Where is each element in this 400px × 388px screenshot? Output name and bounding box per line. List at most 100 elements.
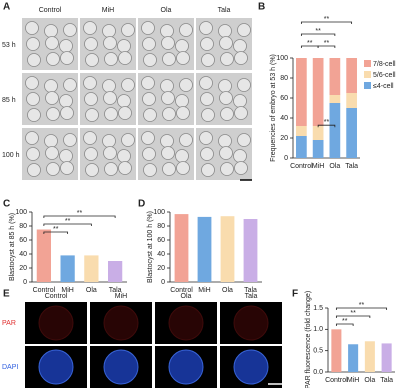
y-tick-label: 60 — [157, 237, 165, 244]
embryo — [46, 52, 60, 66]
x-tick-label: Control — [325, 377, 348, 384]
y-tick-label: 20 — [280, 135, 288, 142]
embryo — [27, 163, 41, 177]
bar-segment — [346, 108, 357, 158]
significance-bracket — [335, 323, 354, 326]
embryo — [142, 147, 156, 161]
embryo — [121, 78, 135, 92]
embryo — [162, 107, 176, 121]
legend-swatch — [364, 60, 371, 67]
embryo — [201, 108, 215, 122]
embryo — [59, 39, 73, 53]
y-tick-label: 0 — [23, 279, 27, 286]
embryo — [59, 94, 73, 108]
x-tick-label: MiH — [347, 377, 359, 384]
significance-bracket — [335, 307, 388, 310]
embryo — [44, 24, 58, 38]
embryo — [219, 36, 233, 50]
x-tick-label: Control — [33, 287, 56, 294]
embryo — [160, 79, 174, 93]
embryo — [83, 131, 97, 145]
significance-label: ** — [53, 226, 59, 233]
cell — [38, 305, 74, 341]
bar-segment — [296, 136, 307, 158]
embryo — [118, 51, 132, 65]
embryo — [175, 94, 189, 108]
embryo — [176, 106, 190, 120]
significance-label: ** — [350, 310, 356, 317]
column-header: Tala — [245, 293, 258, 300]
x-tick-label: Control — [290, 163, 313, 170]
embryo — [44, 79, 58, 93]
x-tick-label: Tala — [380, 377, 393, 384]
y-tick-label: 0 — [161, 279, 165, 286]
bar-segment — [312, 140, 324, 158]
x-tick-label: Tala — [109, 287, 122, 294]
panel-letter: B — [258, 1, 265, 12]
bar-segment — [312, 58, 324, 126]
bar — [60, 255, 75, 282]
cell — [233, 349, 269, 385]
embryo — [44, 134, 58, 148]
significance-label: ** — [342, 318, 348, 325]
y-tick-label: 100 — [153, 209, 165, 216]
bar-segment — [296, 126, 307, 136]
panel-letter: D — [138, 198, 145, 209]
embryo — [219, 146, 233, 160]
bar — [220, 216, 235, 282]
embryo — [179, 23, 193, 37]
embryo — [143, 108, 157, 122]
embryo — [60, 161, 74, 175]
embryo — [234, 51, 248, 65]
bar — [364, 341, 375, 372]
embryo — [83, 76, 97, 90]
embryo — [199, 76, 213, 90]
y-tick-label: 80 — [280, 75, 288, 82]
significance-bracket — [335, 315, 371, 318]
embryo — [45, 36, 59, 50]
x-tick-label: Ola — [364, 377, 375, 384]
bar — [108, 261, 123, 282]
embryo — [104, 107, 118, 121]
embryo — [237, 23, 251, 37]
y-tick-label: 1.0 — [313, 326, 323, 333]
embryo — [200, 92, 214, 106]
significance-bracket — [43, 223, 92, 226]
embryo — [117, 39, 131, 53]
embryo — [143, 163, 157, 177]
y-tick-label: 40 — [280, 115, 288, 122]
y-tick-label: 80 — [157, 223, 165, 230]
embryo — [219, 91, 233, 105]
embryo — [233, 39, 247, 53]
embryo — [27, 108, 41, 122]
embryo — [160, 24, 174, 38]
bar — [243, 219, 258, 282]
embryo — [161, 146, 175, 160]
embryo — [160, 134, 174, 148]
embryo — [45, 146, 59, 160]
embryo — [63, 78, 77, 92]
embryo — [179, 133, 193, 147]
significance-label: ** — [324, 16, 330, 23]
significance-bracket — [300, 21, 353, 24]
embryo — [141, 21, 155, 35]
embryo — [103, 36, 117, 50]
legend-label: 5/6-cell — [373, 72, 396, 79]
embryo — [175, 39, 189, 53]
embryo — [25, 21, 39, 35]
cell — [168, 305, 204, 341]
bar — [331, 329, 342, 372]
embryo — [161, 36, 175, 50]
embryo — [233, 149, 247, 163]
embryo — [63, 23, 77, 37]
significance-label: ** — [324, 40, 330, 47]
y-tick-label: 40 — [157, 251, 165, 258]
cell — [103, 349, 139, 385]
embryo — [46, 107, 60, 121]
y-axis-label: Frequencies of embryo at 53 h (%) — [270, 54, 277, 162]
embryo — [220, 52, 234, 66]
y-tick-label: 20 — [19, 265, 27, 272]
column-header: MiH — [102, 7, 114, 14]
embryo — [233, 94, 247, 108]
